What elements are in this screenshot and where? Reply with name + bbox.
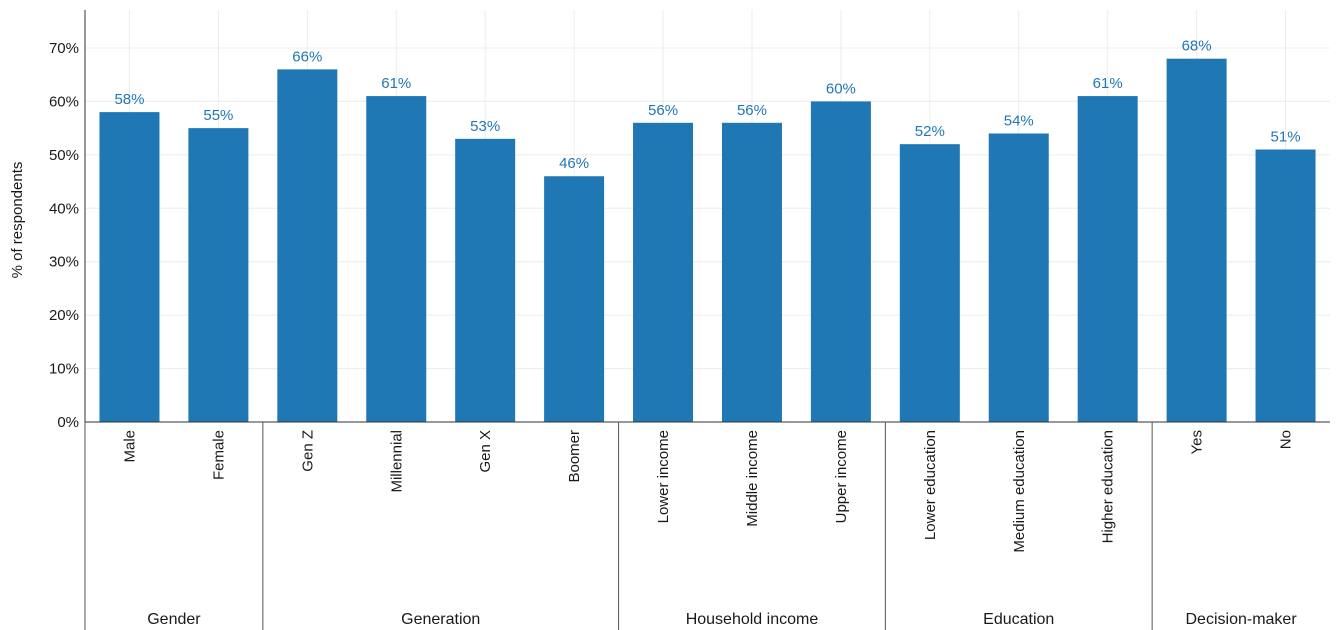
data-label: 55% — [203, 107, 233, 124]
bar — [99, 112, 160, 422]
bar — [810, 101, 871, 422]
gridlines — [85, 10, 1330, 422]
data-labels: 58% 55% 66% 61% 53% 46% 56% 56% 60% 52% 54% 61% 68% 5… — [114, 38, 1300, 173]
bar — [455, 138, 516, 423]
data-label: 53% — [470, 118, 500, 135]
category-label: Gen X — [477, 430, 494, 473]
bar — [633, 122, 694, 423]
y-tick-label: 10% — [49, 361, 79, 378]
data-label: 58% — [114, 91, 144, 108]
bar — [1166, 58, 1227, 422]
data-label: 56% — [737, 102, 767, 119]
group-label: Gender — [147, 611, 201, 628]
y-tick-label: 20% — [49, 307, 79, 324]
category-label: No — [1278, 430, 1295, 449]
bar — [899, 144, 960, 422]
category-label: Female — [210, 430, 227, 480]
group-label: Generation — [401, 611, 480, 628]
group-label: Household income — [686, 611, 819, 628]
category-label: Higher education — [1100, 430, 1117, 543]
y-tick-label: 40% — [49, 200, 79, 217]
category-label: Male — [121, 430, 138, 463]
bar — [1077, 96, 1138, 422]
y-tick-label: 30% — [49, 254, 79, 271]
data-label: 68% — [1182, 38, 1212, 55]
category-label: Yes — [1189, 430, 1206, 454]
data-label: 61% — [1093, 75, 1123, 92]
category-label: Middle income — [744, 430, 761, 527]
bars — [99, 58, 1316, 423]
bar — [188, 128, 249, 422]
data-label: 51% — [1271, 129, 1301, 146]
axes: 0% 10% 20% 30% 40% 50% 60% 70% Male Female Gen Z Mi… — [49, 10, 1330, 630]
data-label: 56% — [648, 102, 678, 119]
y-tick-label: 50% — [49, 147, 79, 164]
category-label: Upper income — [833, 430, 850, 523]
category-label: Lower income — [655, 430, 672, 523]
y-tick-label: 60% — [49, 93, 79, 110]
y-tick-label: 0% — [57, 414, 79, 431]
category-label: Boomer — [566, 430, 583, 483]
data-label: 61% — [381, 75, 411, 92]
group-label: Education — [983, 611, 1054, 628]
category-label: Millennial — [388, 430, 405, 493]
group-label: Decision-maker — [1186, 611, 1298, 628]
data-label: 60% — [826, 80, 856, 97]
y-tick-label: 70% — [49, 40, 79, 57]
bar — [721, 122, 782, 423]
bar — [277, 69, 338, 422]
category-label: Gen Z — [299, 430, 316, 472]
data-label: 46% — [559, 155, 589, 172]
bar — [544, 176, 605, 422]
data-label: 52% — [915, 123, 945, 140]
category-label: Medium education — [1011, 430, 1028, 553]
bar — [1255, 149, 1316, 422]
data-label: 66% — [292, 48, 322, 65]
category-label: Lower education — [922, 430, 939, 540]
data-label: 54% — [1004, 112, 1034, 129]
y-axis-label: % of respondents — [9, 162, 26, 279]
bar — [366, 96, 427, 422]
bar — [988, 133, 1049, 422]
